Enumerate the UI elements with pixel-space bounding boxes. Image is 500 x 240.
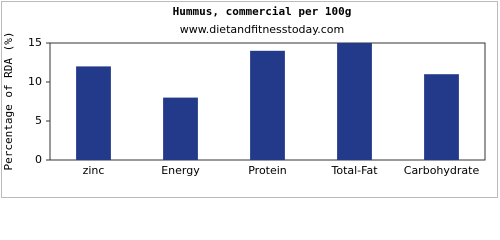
y-tick-label: 10 [28, 75, 42, 88]
y-tick-label: 15 [28, 36, 42, 49]
x-tick-label: Total-Fat [330, 164, 378, 177]
bar [337, 43, 372, 160]
x-tick-label: Carbohydrate [404, 164, 480, 177]
x-tick-label: Protein [248, 164, 287, 177]
y-tick-label: 5 [35, 114, 42, 127]
x-tick-label: zinc [83, 164, 105, 177]
frame [1, 1, 498, 198]
bar [250, 50, 285, 160]
chart-title: Hummus, commercial per 100g [173, 5, 352, 18]
bar [424, 74, 459, 160]
bar [163, 97, 198, 160]
bar [76, 66, 111, 160]
chart: Hummus, commercial per 100g www.dietandf… [1, 1, 498, 198]
y-axis-label: Percentage of RDA (%) [2, 31, 15, 170]
y-tick-label: 0 [35, 153, 42, 166]
chart-subtitle: www.dietandfitnesstoday.com [180, 23, 344, 36]
x-tick-label: Energy [161, 164, 200, 177]
